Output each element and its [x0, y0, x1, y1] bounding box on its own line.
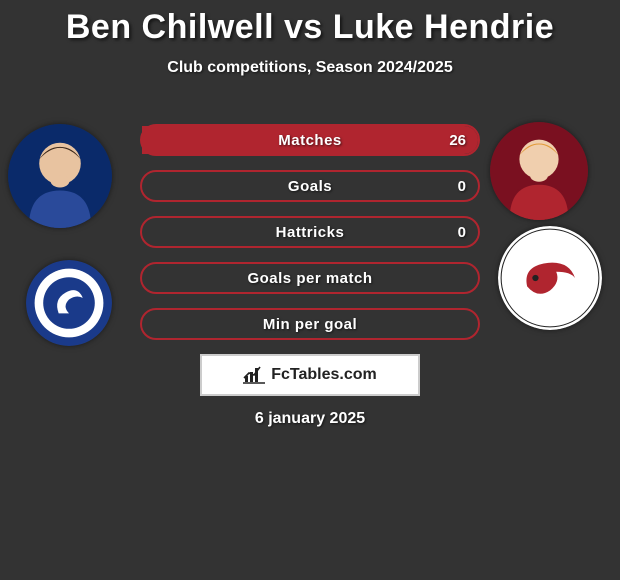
subtitle: Club competitions, Season 2024/2025 [0, 59, 620, 77]
stat-rows: Matches 26 Goals 0 Hattricks 0 Goals per match… [140, 124, 480, 354]
source-badge: FcTables.com [200, 354, 420, 396]
stat-value-right: 0 [458, 224, 466, 241]
source-badge-text: FcTables.com [271, 366, 377, 384]
right-player-photo [490, 122, 588, 220]
stat-row: Matches 26 [140, 124, 480, 156]
page-title: Ben Chilwell vs Luke Hendrie [0, 0, 620, 47]
stat-label: Matches [278, 132, 342, 149]
stat-row: Min per goal [140, 308, 480, 340]
stat-row: Hattricks 0 [140, 216, 480, 248]
stat-label: Min per goal [263, 316, 357, 333]
stat-value-right: 26 [449, 132, 466, 149]
stat-label: Goals [288, 178, 332, 195]
stat-label: Goals per match [247, 270, 372, 287]
stat-value-right: 0 [458, 178, 466, 195]
date-label: 6 january 2025 [0, 410, 620, 428]
left-club-badge [26, 260, 112, 346]
chart-icon [243, 366, 265, 384]
stat-row: Goals per match [140, 262, 480, 294]
stat-row: Goals 0 [140, 170, 480, 202]
left-player-photo [8, 124, 112, 228]
right-club-badge [498, 226, 602, 330]
comparison-card: Ben Chilwell vs Luke Hendrie Club compet… [0, 0, 620, 580]
stat-label: Hattricks [276, 224, 345, 241]
